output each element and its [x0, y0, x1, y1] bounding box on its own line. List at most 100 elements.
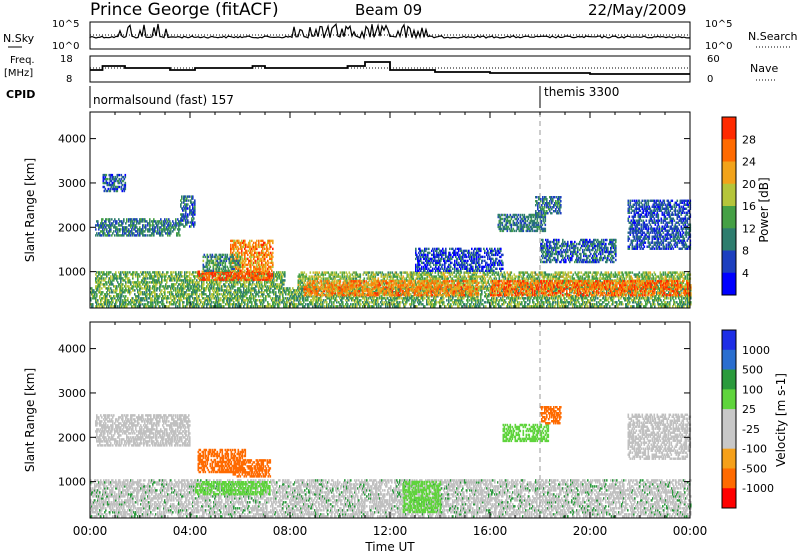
power-echo-region-3: [230, 239, 274, 272]
power-colorbar: 4 8 12 16 20 24 28: [721, 116, 756, 296]
power-echo-region-11: [415, 247, 504, 272]
velocity-colorbar-swatch-3: [722, 389, 736, 410]
beam-title: Beam 09: [355, 1, 422, 19]
time-axis-label: Time UT: [364, 540, 415, 554]
power-colorbar-tick-6: 28: [742, 133, 756, 146]
time-tick-5: 20:00: [573, 524, 608, 538]
power-ytick-3: 4000: [58, 133, 86, 146]
velocity-colorbar-label: Velocity [m s-1]: [774, 373, 788, 467]
power-colorbar-swatch-7: [722, 272, 736, 296]
time-tick-3: 12:00: [373, 524, 408, 538]
velocity-colorbar-tick-3: 25: [742, 403, 756, 416]
velocity-colorbar-tick-2: 100: [742, 383, 763, 396]
power-colorbar-swatch-4: [722, 206, 736, 229]
velocity-colorbar-tick-1: 500: [742, 364, 763, 377]
velocity-ytick-0: 1000: [58, 476, 86, 489]
nave-tick-bottom: 0: [707, 74, 713, 85]
velocity-colorbar-tick-7: -1000: [742, 482, 774, 495]
time-tick-4: 16:00: [473, 524, 508, 538]
power-ytick-1: 2000: [58, 221, 86, 234]
velocity-colorbar-tick-0: 1000: [742, 344, 770, 357]
power-colorbar-tick-4: 20: [742, 178, 756, 191]
cpid-label: CPID: [6, 88, 35, 101]
power-echo-region-12: [497, 213, 547, 233]
nave-label: Nave: [750, 62, 778, 75]
velocity-colorbar-swatch-1: [722, 349, 736, 371]
velocity-echo-region-4: [95, 414, 191, 447]
cpid-row: CPID normalsound (fast) 157 themis 3300: [6, 85, 619, 108]
velocity-colorbar-swatch-7: [722, 468, 736, 489]
cpid-mode-0: normalsound (fast) 157: [93, 93, 234, 107]
power-ytick-0: 1000: [58, 266, 86, 279]
velocity-colorbar-tick-4: -25: [742, 423, 760, 436]
power-colorbar-tick-0: 4: [742, 267, 749, 280]
power-echoes: [90, 173, 692, 308]
power-colorbar-swatch-1: [722, 139, 736, 162]
power-echo-region-5: [95, 218, 181, 237]
power-echo-region-10: [490, 280, 692, 297]
nsky-tick-bottom: 10^0: [52, 41, 79, 52]
velocity-ylabel: Slant Range [km]: [23, 368, 37, 472]
velocity-echo-region-6: [502, 423, 550, 443]
power-echo-region-4: [202, 253, 242, 272]
time-tick-0: 00:00: [73, 524, 108, 538]
velocity-colorbar-swatch-8: [722, 488, 736, 509]
velocity-colorbar-swatch-5: [722, 428, 736, 450]
velocity-echo-region-7: [540, 406, 562, 425]
power-ytick-2: 3000: [58, 177, 86, 190]
velocity-colorbar-tick-5: -100: [742, 443, 767, 456]
velocity-colorbar-swatch-2: [722, 369, 736, 390]
freq-tick-bottom: 8: [66, 74, 72, 85]
power-colorbar-tick-2: 12: [742, 222, 756, 235]
velocity-colorbar-swatch-6: [722, 448, 736, 469]
nsky-label: N.Sky: [3, 32, 35, 45]
power-echo-region-9: [303, 280, 480, 297]
velocity-ytick-1: 2000: [58, 431, 86, 444]
velocity-echo-region-3: [232, 459, 272, 478]
freq-unit: [MHz]: [4, 68, 33, 79]
velocity-colorbar-tick-6: -500: [742, 462, 767, 475]
power-echo-region-13: [535, 196, 562, 215]
time-tick-1: 04:00: [173, 524, 208, 538]
time-tick-2: 08:00: [273, 524, 308, 538]
power-colorbar-tick-5: 24: [742, 156, 756, 169]
velocity-echoes: [90, 406, 692, 518]
nsky-trace: [89, 22, 690, 40]
velocity-echo-region-8: [627, 413, 692, 460]
velocity-colorbar-swatch-4: [722, 409, 736, 430]
nsearch-tick-bottom: 10^0: [705, 41, 732, 52]
power-echo-region-14: [540, 238, 617, 264]
cpid-mode-1: themis 3300: [544, 85, 619, 99]
nsky-panel: N.Sky 10^5 10^0 10^5 10^0 N.Search: [3, 19, 798, 52]
station-title: Prince George (fitACF): [90, 0, 279, 20]
power-echo-region-7: [102, 173, 127, 193]
power-colorbar-swatch-0: [722, 117, 736, 140]
time-axis: 00:00 04:00 08:00 12:00 16:00 20:00 00:00: [73, 112, 708, 538]
nave-tick-top: 60: [707, 54, 720, 65]
power-colorbar-tick-3: 16: [742, 200, 756, 213]
power-colorbar-label: Power [dB]: [757, 177, 771, 242]
freq-panel: Freq. [MHz] 18 8 60 0 Nave: [4, 54, 778, 85]
nsearch-tick-top: 10^5: [705, 19, 732, 30]
freq-label: Freq.: [10, 55, 35, 66]
velocity-echo-region-1: [195, 481, 271, 496]
power-colorbar-swatch-3: [722, 183, 736, 207]
power-ylabel: Slant Range [km]: [23, 158, 37, 262]
nsearch-label: N.Search: [748, 30, 798, 43]
power-colorbar-swatch-5: [722, 228, 736, 251]
velocity-colorbar-swatch-0: [722, 330, 736, 351]
time-tick-6: 00:00: [673, 524, 708, 538]
power-colorbar-tick-1: 8: [742, 245, 749, 258]
power-colorbar-swatch-2: [722, 161, 736, 185]
velocity-ytick-2: 3000: [58, 387, 86, 400]
power-echo-region-15: [627, 199, 692, 250]
velocity-panel: 1000 2000 3000 4000 Slant Range [km] 1000 50…: [23, 321, 788, 519]
velocity-echo-region-5: [402, 480, 442, 514]
velocity-ytick-3: 4000: [58, 343, 86, 356]
velocity-echo-region-0: [90, 479, 692, 518]
power-colorbar-swatch-6: [722, 250, 736, 274]
freq-tick-top: 18: [60, 54, 73, 65]
nsky-tick-top: 10^5: [52, 19, 79, 30]
date-title: 22/May/2009: [588, 1, 686, 19]
